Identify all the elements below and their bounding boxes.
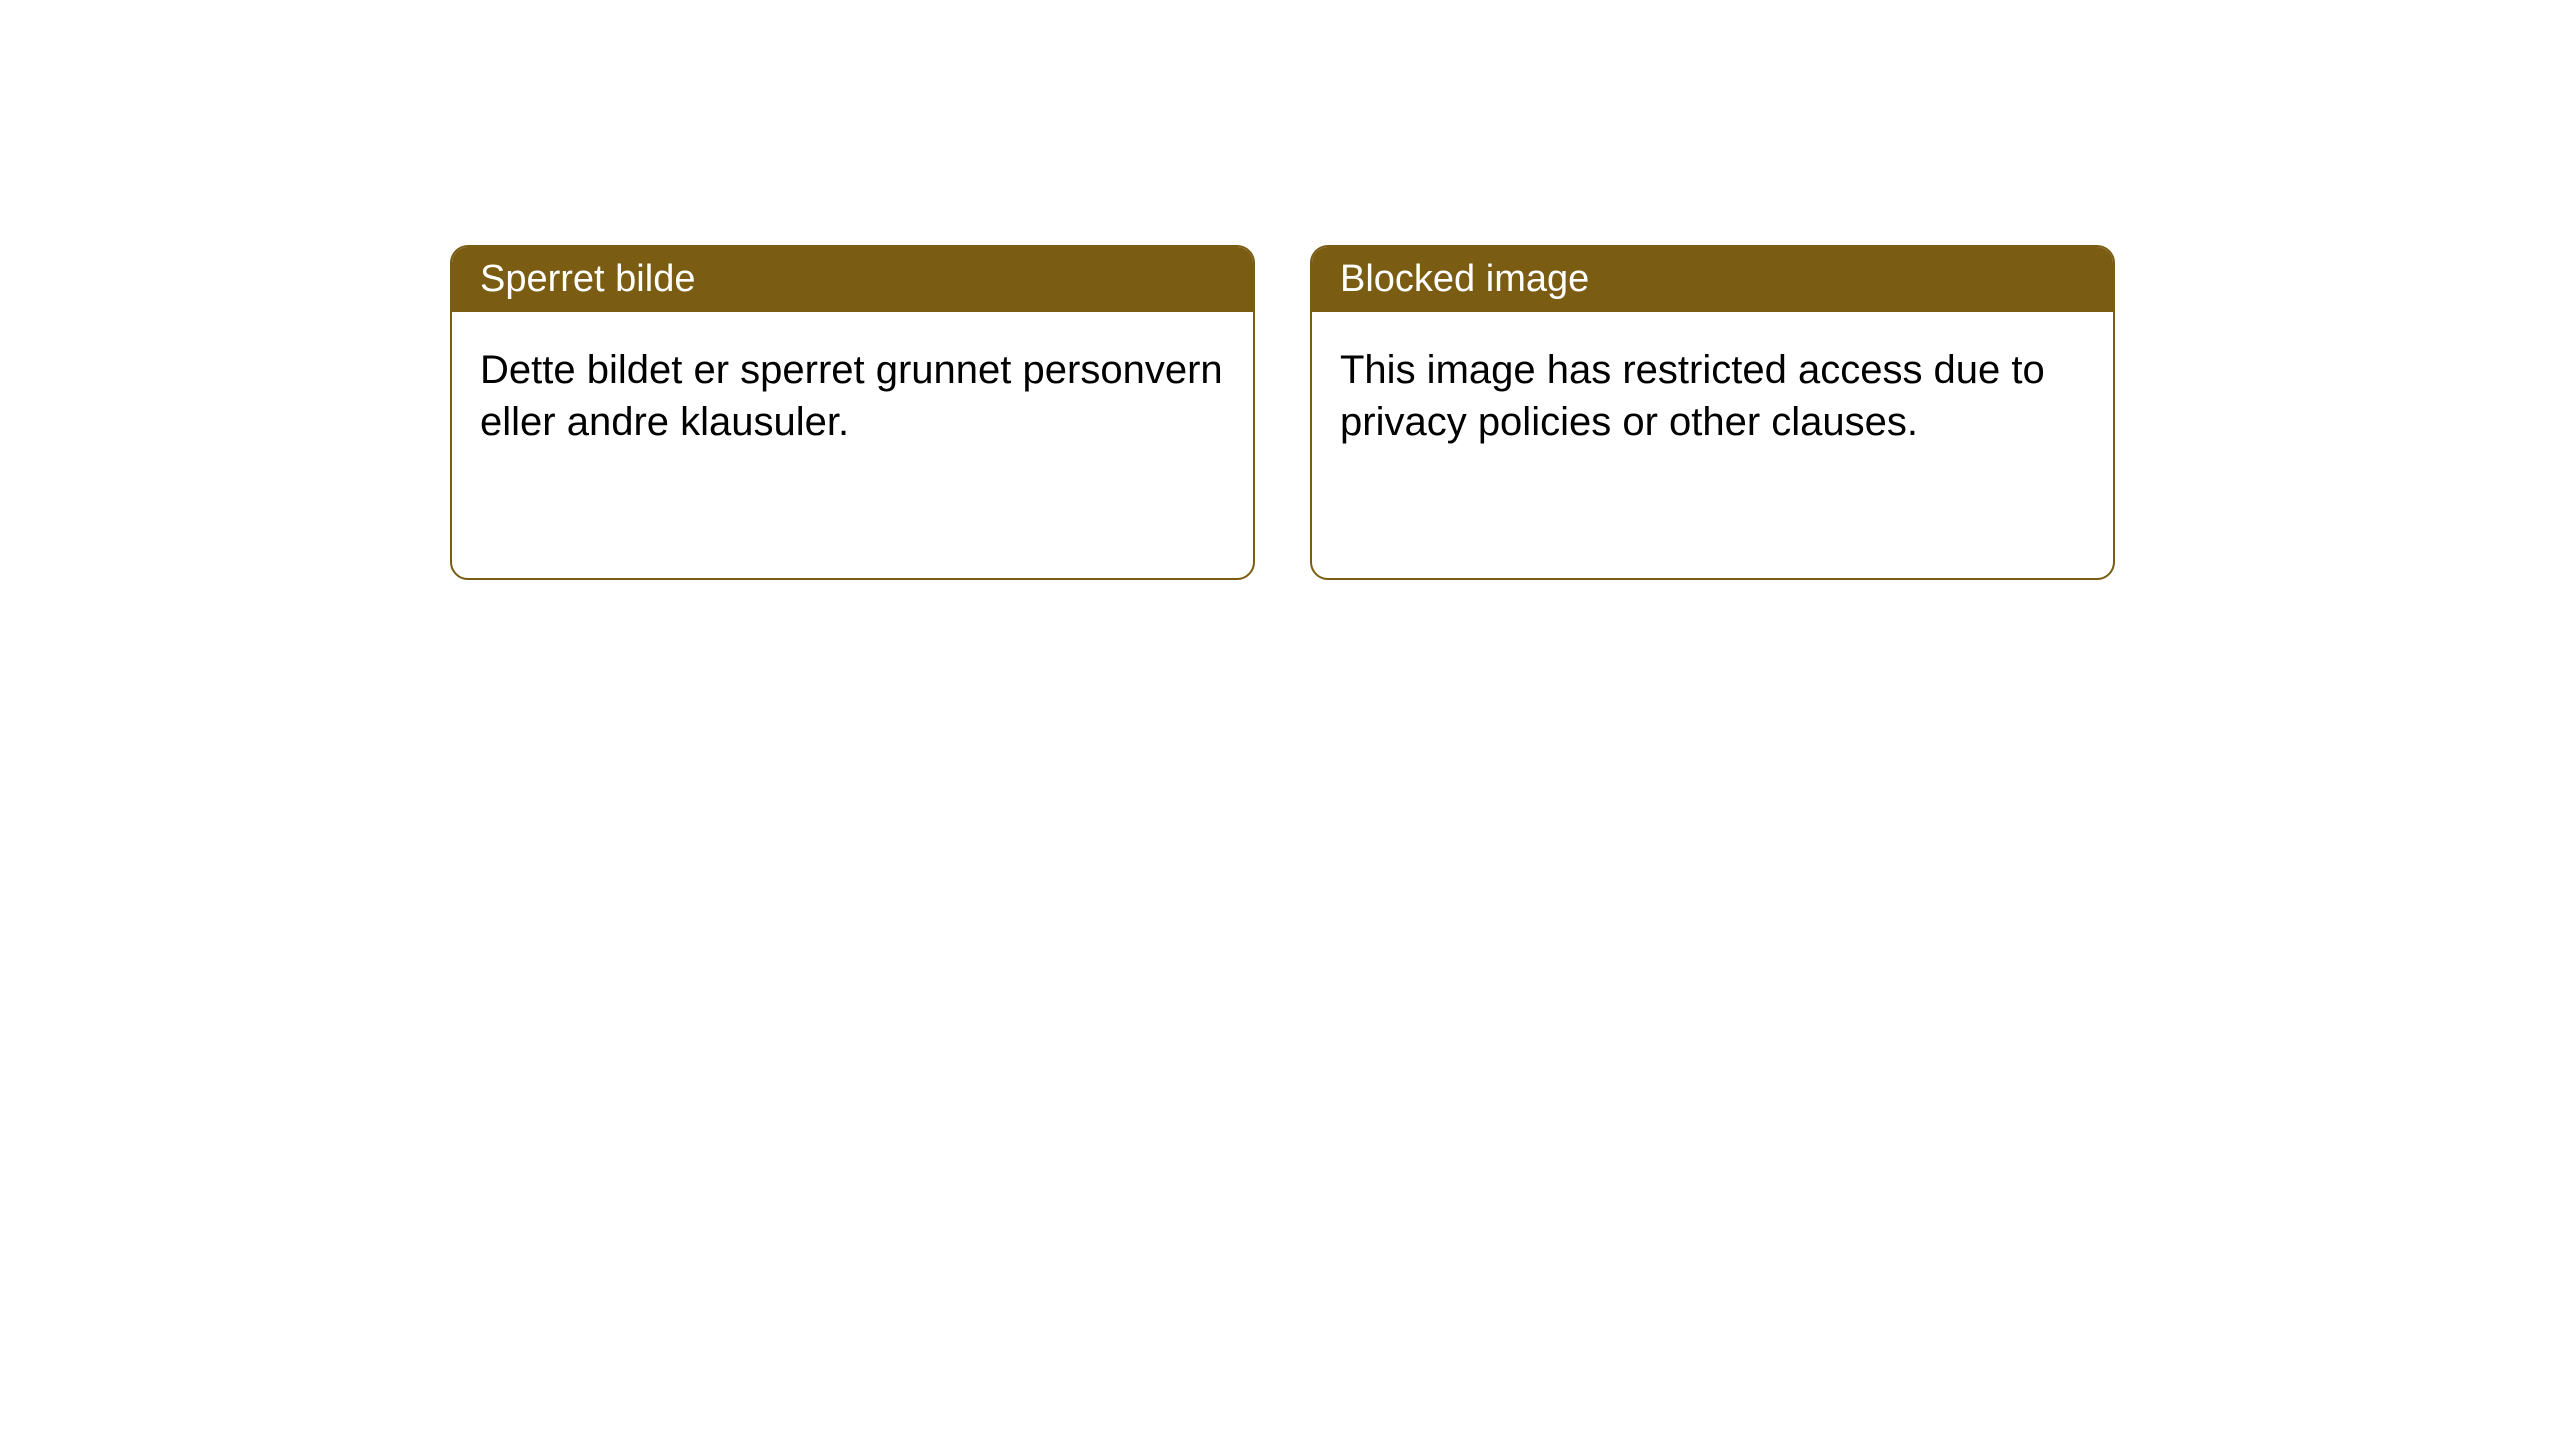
notice-title: Blocked image — [1312, 247, 2113, 312]
notice-card-norwegian: Sperret bilde Dette bildet er sperret gr… — [450, 245, 1255, 580]
notice-container: Sperret bilde Dette bildet er sperret gr… — [450, 245, 2115, 580]
notice-card-english: Blocked image This image has restricted … — [1310, 245, 2115, 580]
notice-body-text: Dette bildet er sperret grunnet personve… — [452, 312, 1253, 480]
notice-title: Sperret bilde — [452, 247, 1253, 312]
notice-body-text: This image has restricted access due to … — [1312, 312, 2113, 480]
